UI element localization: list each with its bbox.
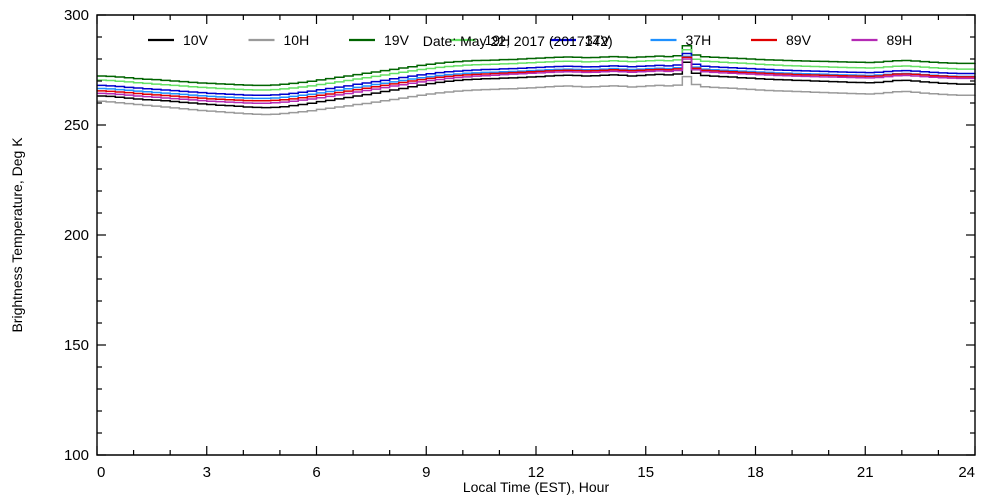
series-line-89v — [97, 56, 976, 102]
series-line-37h — [97, 55, 976, 100]
legend-label-89v: 89V — [786, 32, 812, 48]
legend-label-10v: 10V — [183, 32, 209, 48]
series-line-19v — [97, 45, 976, 87]
y-axis-label: Brightness Temperature, Deg K — [9, 137, 25, 333]
chart-annotations: Date: May 22, 2017 (2017142) — [423, 33, 613, 49]
legend-label-19v: 19V — [384, 32, 410, 48]
y-tick-label: 200 — [64, 227, 89, 244]
x-axis-label: Local Time (EST), Hour — [463, 479, 610, 495]
legend-label-37h: 37H — [686, 32, 712, 48]
y-tick-label: 250 — [64, 117, 89, 134]
x-tick-label: 12 — [528, 464, 545, 481]
legend-label-19h: 19H — [485, 32, 511, 48]
series-line-10v — [97, 61, 976, 109]
date-annotation: Date: May 22, 2017 (2017142) — [423, 33, 613, 49]
x-tick-label: 9 — [422, 464, 430, 481]
plot-area-background — [97, 15, 975, 455]
x-tick-label: 3 — [203, 464, 211, 481]
series-line-37v — [97, 52, 976, 97]
series-line-89h — [97, 58, 976, 104]
axis-ticks-group: 0 3 6 9 12 15 18 21 24 100 150 200 250 300 — [64, 7, 976, 481]
x-tick-label: 21 — [857, 464, 874, 481]
x-tick-label: 0 — [97, 464, 105, 481]
chart-legend: 10V 10H 19V 19H 37V 37H 89V 89H — [148, 32, 912, 48]
legend-label-89h: 89H — [887, 32, 913, 48]
legend-label-37v: 37V — [585, 32, 611, 48]
data-series-group — [97, 45, 976, 116]
series-line-10h — [97, 75, 976, 116]
x-tick-label: 18 — [747, 464, 764, 481]
legend-label-10h: 10H — [284, 32, 310, 48]
series-line-19h — [97, 49, 976, 91]
x-tick-label: 24 — [958, 464, 975, 481]
y-tick-label: 100 — [64, 447, 89, 464]
x-tick-label: 6 — [312, 464, 320, 481]
y-tick-label: 300 — [64, 7, 89, 24]
y-tick-label: 150 — [64, 337, 89, 354]
x-tick-label: 15 — [637, 464, 654, 481]
